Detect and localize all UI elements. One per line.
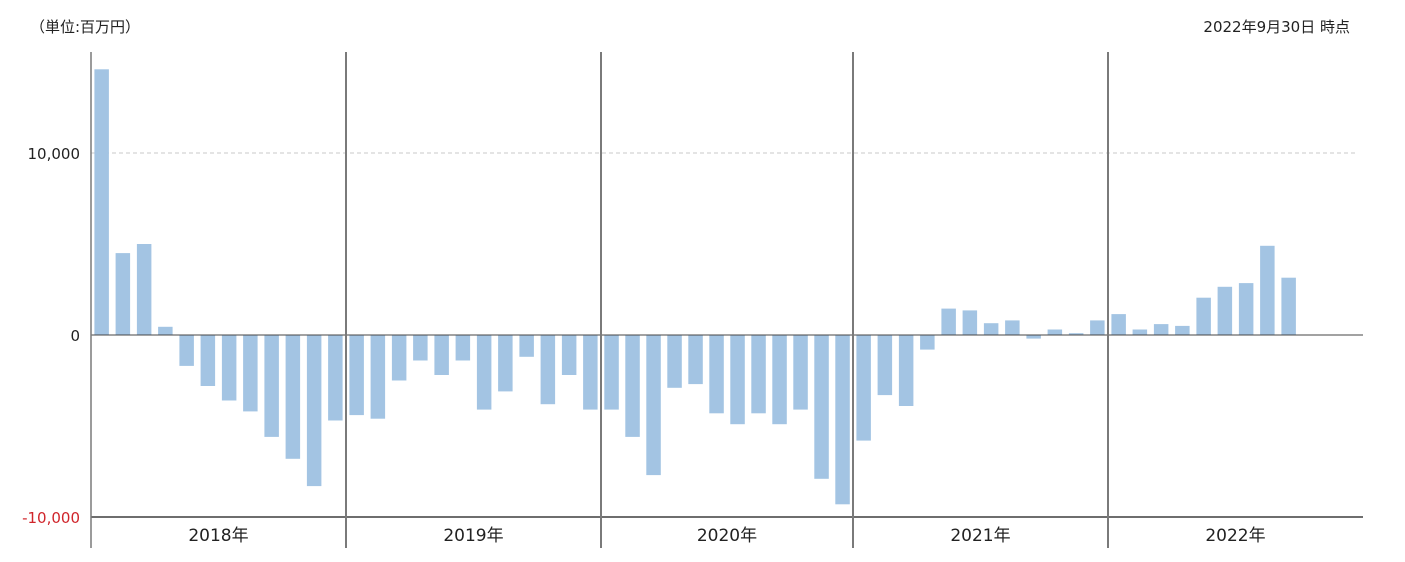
- bar: [1175, 325, 1190, 335]
- bar: [835, 335, 850, 505]
- bar: [94, 69, 109, 336]
- bar: [646, 335, 661, 476]
- bar: [370, 335, 386, 419]
- x-category-label: 2022年: [1205, 526, 1265, 546]
- x-category-label: 2021年: [950, 526, 1010, 546]
- bar: [455, 335, 471, 361]
- bar: [877, 335, 893, 396]
- x-category-label: 2020年: [697, 526, 757, 546]
- bar: [709, 335, 724, 414]
- bar: [667, 335, 682, 388]
- bar: [136, 244, 152, 335]
- bar: [983, 323, 999, 335]
- bar: [519, 335, 534, 357]
- bar: [476, 335, 492, 410]
- bar: [604, 335, 619, 410]
- bar: [1153, 324, 1169, 335]
- bars: [94, 69, 1296, 505]
- bar: [561, 335, 577, 375]
- bar: [1217, 286, 1233, 335]
- bar: [306, 335, 322, 487]
- bar: [221, 335, 237, 401]
- bar: [751, 335, 766, 414]
- bar: [434, 335, 449, 375]
- bar: [1026, 335, 1041, 339]
- axes: [90, 52, 1363, 548]
- y-tick-label: -10,000: [22, 509, 80, 527]
- bar: [583, 335, 598, 410]
- y-tick-label: 0: [70, 327, 80, 345]
- bar: [1238, 283, 1254, 335]
- as-of-date-label: 2022年9月30日 時点: [1203, 18, 1350, 36]
- bar: [179, 335, 194, 366]
- bar: [413, 335, 428, 361]
- bar: [730, 335, 745, 425]
- bar: [898, 335, 914, 406]
- bar: [498, 335, 513, 392]
- bar: [264, 335, 279, 437]
- bar: [962, 310, 978, 335]
- bar: [1047, 329, 1063, 335]
- bar: [1260, 245, 1275, 335]
- bar: [1005, 320, 1020, 335]
- unit-label: （単位:百万円）: [30, 18, 140, 36]
- bar: [328, 335, 343, 421]
- bar: [941, 308, 956, 335]
- bar: [349, 335, 364, 416]
- x-category-label: 2019年: [443, 526, 503, 546]
- bar: [920, 335, 935, 350]
- bar: [391, 335, 407, 381]
- y-tick-label: 10,000: [28, 145, 81, 163]
- x-category-label: 2018年: [188, 526, 248, 546]
- bar: [688, 335, 703, 385]
- bar: [793, 335, 808, 410]
- bar: [1090, 320, 1105, 335]
- bar: [856, 335, 871, 441]
- bar: [115, 253, 131, 335]
- bar: [772, 335, 787, 425]
- bar: [285, 335, 301, 459]
- tick-labels: 10,000 0 -10,000 2018年 2019年 2020年 2021年 2022年: [22, 145, 1266, 546]
- bar: [1111, 314, 1126, 335]
- bar: [814, 335, 829, 479]
- bar: [625, 335, 640, 437]
- bar: [200, 335, 216, 386]
- bar: [540, 335, 556, 405]
- bar: [1281, 277, 1296, 335]
- bar: [243, 335, 258, 412]
- bar: [158, 326, 173, 335]
- bar: [1132, 329, 1148, 335]
- bar: [1196, 297, 1211, 335]
- bar: [1068, 333, 1084, 335]
